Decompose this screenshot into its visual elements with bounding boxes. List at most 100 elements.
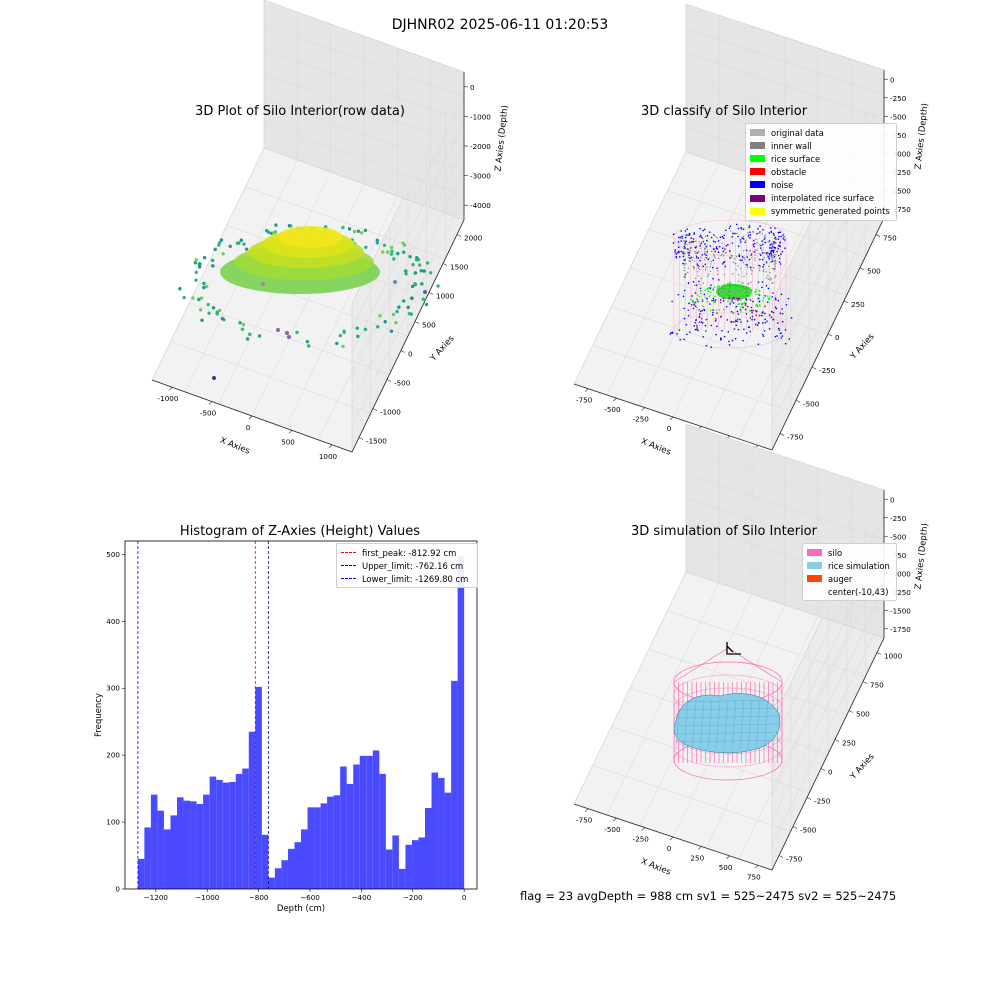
legend-entry: silo <box>807 546 892 559</box>
noise-point <box>778 261 781 263</box>
noise-point <box>771 243 773 246</box>
noise-point <box>700 242 703 245</box>
inner-wall-point <box>713 255 716 257</box>
point <box>194 270 198 275</box>
noise-point <box>706 234 709 237</box>
inner-wall-point <box>705 266 707 268</box>
y-tick-label: -1500 <box>366 437 387 446</box>
rice-simulation-surface <box>673 693 781 754</box>
point <box>206 302 210 307</box>
noise-point <box>766 252 769 254</box>
legend-label: noise <box>771 179 794 190</box>
legend-label: auger <box>828 573 853 584</box>
rice-surface-point <box>741 305 744 308</box>
noise-point <box>695 284 698 287</box>
noise-point <box>782 234 784 236</box>
y-tick-label: -500 <box>800 826 817 835</box>
noise-point <box>737 235 739 238</box>
point <box>210 258 215 263</box>
x-tick-label: −200 <box>403 893 423 902</box>
x-tick-label: −400 <box>352 893 372 902</box>
noise-point <box>699 235 701 238</box>
noise-point <box>784 329 787 331</box>
inner-wall-point <box>722 255 725 257</box>
noise-point <box>679 338 681 341</box>
noise-point <box>729 303 731 305</box>
y-tick-label: 500 <box>106 550 120 559</box>
noise-point <box>694 328 697 331</box>
noise-point <box>780 235 782 238</box>
rice-surface-point <box>740 306 742 309</box>
noise-point <box>680 230 683 232</box>
noise-point <box>724 248 726 251</box>
inner-wall-point <box>771 282 773 284</box>
inner-wall-point <box>744 264 747 266</box>
noise-point <box>715 246 718 248</box>
y-tick-label: 400 <box>106 617 120 626</box>
legend-entry: Upper_limit: -762.16 cm <box>341 559 473 572</box>
z-axis-label: Z Axies (Depth) <box>914 103 931 170</box>
noise-point <box>681 237 684 239</box>
noise-point <box>768 232 771 234</box>
point <box>411 262 415 267</box>
noise-point <box>695 319 697 321</box>
noise-point <box>770 254 773 256</box>
z-tick-label: -1500 <box>890 606 911 615</box>
point <box>375 238 380 242</box>
x-tick-label: 500 <box>281 437 295 446</box>
histogram-bar <box>196 804 204 889</box>
stray-point <box>285 331 289 335</box>
noise-point <box>700 321 703 323</box>
noise-point <box>686 228 689 230</box>
inner-wall-point <box>742 235 745 238</box>
noise-point <box>741 259 743 262</box>
noise-point <box>759 225 761 227</box>
rice-surface-point <box>706 287 709 290</box>
noise-point <box>753 318 756 321</box>
noise-point <box>696 324 698 327</box>
y-tick-label: 250 <box>851 300 865 309</box>
noise-point <box>684 247 686 249</box>
noise-point <box>775 307 778 310</box>
noise-point <box>779 263 782 265</box>
inner-wall-point <box>754 254 756 256</box>
point <box>378 314 382 318</box>
interpolated-point <box>745 298 747 300</box>
noise-point <box>717 279 720 281</box>
noise-point <box>778 231 781 234</box>
z-tick-label: -250 <box>890 514 907 523</box>
noise-point <box>721 329 723 332</box>
inner-wall-point <box>683 267 686 269</box>
legend-label: original data <box>771 127 824 138</box>
point <box>211 264 215 268</box>
point <box>363 228 368 233</box>
inner-wall-point <box>709 265 711 268</box>
y-tick-label: -500 <box>803 399 820 408</box>
x-tick-label: 0 <box>667 424 672 433</box>
rice-peak <box>716 284 752 300</box>
noise-point <box>769 244 772 246</box>
noise-point <box>742 228 745 231</box>
noise-point <box>714 241 717 243</box>
noise-point <box>683 259 685 262</box>
mesh-line <box>675 699 781 703</box>
noise-point <box>758 294 761 296</box>
raw-points <box>178 223 440 380</box>
noise-point <box>772 292 774 294</box>
histogram-bar <box>320 803 328 889</box>
noise-point <box>705 330 707 332</box>
point <box>352 229 357 234</box>
x-tick <box>726 855 730 860</box>
inner-wall-point <box>733 258 736 260</box>
y-tick-label: -750 <box>787 432 804 441</box>
point <box>410 284 415 289</box>
noise-point <box>719 236 722 239</box>
raw-data-3d-plot: -1000 -500 0 500 1000 -1500 -1000 -500 0 500 1000 1… <box>151 0 510 461</box>
interpolated-point <box>739 308 742 311</box>
noise-point <box>731 339 734 342</box>
noise-point <box>764 312 766 315</box>
auger-marker <box>726 642 741 655</box>
histogram-bar <box>307 807 315 889</box>
inner-wall-point <box>754 249 757 251</box>
inner-wall-point <box>740 267 742 270</box>
